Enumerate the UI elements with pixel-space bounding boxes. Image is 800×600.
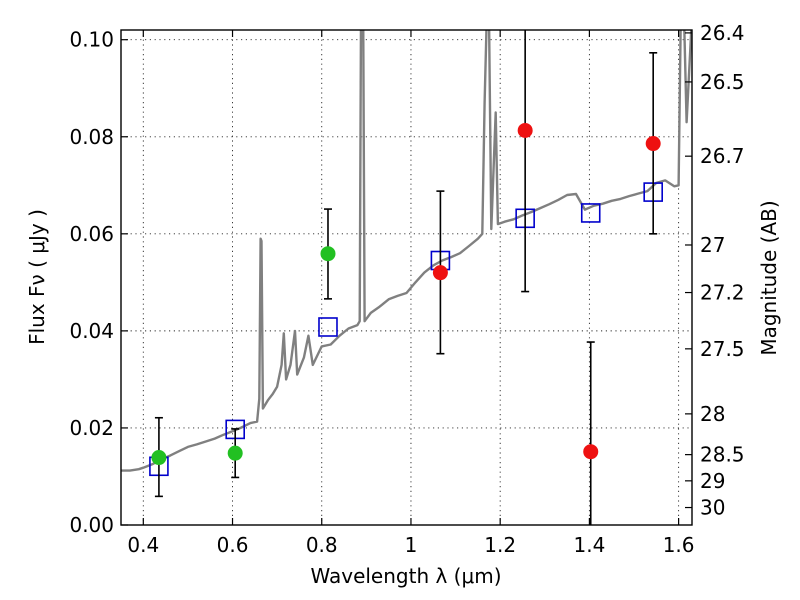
- x-tick-label: 1.6: [663, 533, 695, 557]
- y-tick-label: 0.04: [69, 319, 114, 343]
- detections-point: [227, 445, 243, 461]
- magnitude-tick-label: 29: [700, 469, 725, 493]
- x-axis-title: Wavelength λ (μm): [310, 564, 501, 588]
- x-tick-label: 0.6: [217, 533, 249, 557]
- axes: 0.4 0.6 0.8 1 1.2 1.4 1.6 0.00 0.02 0.04 0.06 0.08 0…: [69, 21, 744, 557]
- model-flux-square: [318, 317, 338, 337]
- y-tick-label: 0.02: [69, 416, 114, 440]
- magnitude-tick-label: 30: [700, 496, 725, 520]
- magnitude-tick-label: 26.4: [700, 21, 745, 45]
- magnitude-tick-label: 26.5: [700, 70, 745, 94]
- magnitude-tick-label: 27: [700, 233, 725, 257]
- magnitude-tick-label: 28.5: [700, 443, 745, 467]
- plot-area: [121, 30, 692, 525]
- magnitude-tick-label: 27.5: [700, 337, 745, 361]
- y-tick-label: 0.00: [69, 513, 114, 537]
- y-axis-title: Flux Fν ( μJy ): [25, 209, 49, 345]
- plot-frame: [120, 29, 693, 526]
- detections-point: [151, 450, 167, 466]
- low-significance-measurements-point: [645, 136, 661, 152]
- x-tick-label: 0.8: [306, 533, 338, 557]
- magnitude-tick-label: 26.7: [700, 144, 745, 168]
- low-significance-measurements-point: [517, 122, 533, 138]
- x-tick-label: 1.2: [484, 533, 516, 557]
- model-flux-square: [580, 203, 601, 223]
- low-significance-measurements-point: [583, 444, 599, 460]
- detections-point: [320, 246, 336, 262]
- x-tick-label: 0.4: [127, 533, 159, 557]
- x-tick-label: 1.4: [573, 533, 605, 557]
- magnitude-tick-label: 27.2: [700, 281, 745, 305]
- magnitude-tick-label: 28: [700, 402, 725, 426]
- y-tick-label: 0.06: [69, 222, 114, 246]
- x-tick-label: 1: [405, 533, 418, 557]
- y2-axis-title: Magnitude (AB): [757, 200, 781, 355]
- y-tick-label: 0.08: [69, 125, 114, 149]
- y-tick-label: 0.10: [69, 28, 114, 52]
- low-significance-measurements-point: [432, 265, 448, 281]
